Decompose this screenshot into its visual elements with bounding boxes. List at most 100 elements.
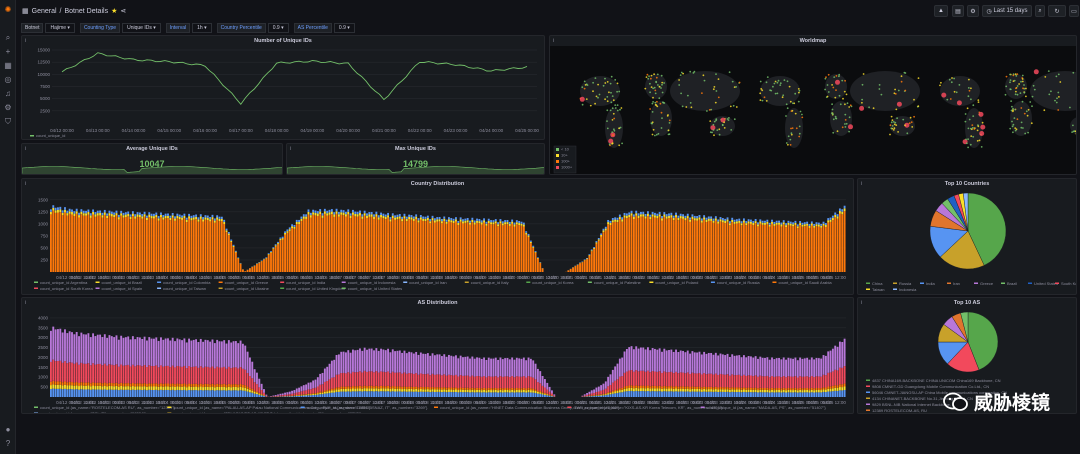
- bar: [309, 393, 312, 395]
- panel-title[interactable]: AS Distribution: [417, 300, 458, 306]
- bar: [106, 213, 109, 216]
- explore-icon[interactable]: ◎: [4, 75, 12, 84]
- bar: [164, 213, 167, 216]
- bar: [801, 392, 804, 397]
- bar: [757, 358, 759, 377]
- bar: [216, 383, 219, 387]
- bar: [307, 394, 310, 396]
- bar: [576, 264, 579, 272]
- bar: [440, 387, 443, 390]
- bar: [654, 385, 656, 389]
- panel-title[interactable]: Max Unique IDs: [395, 146, 436, 152]
- variable-select[interactable]: Hajime ▾: [45, 23, 75, 33]
- bar: [543, 387, 546, 393]
- bar: [534, 252, 537, 272]
- tv-mode-button[interactable]: ▭: [1069, 5, 1079, 17]
- variable-select[interactable]: Unique IDs ▾: [122, 23, 161, 33]
- bar: [494, 387, 497, 390]
- bar: [183, 215, 186, 219]
- variable-select[interactable]: 0.9 ▾: [333, 23, 355, 33]
- bar: [485, 388, 488, 391]
- variable-select[interactable]: 1h ▾: [192, 23, 212, 33]
- bar: [389, 221, 392, 272]
- bar: [234, 252, 237, 272]
- grafana-logo-icon[interactable]: ✺: [4, 5, 12, 14]
- bar: [824, 223, 827, 226]
- bar: [759, 375, 762, 388]
- legend-swatch: [893, 282, 897, 284]
- dashboards-icon[interactable]: ▦: [4, 61, 12, 70]
- x-tick-label: 04/16 18:00: [316, 275, 340, 280]
- help-icon[interactable]: ?: [5, 439, 11, 448]
- bar: [501, 390, 504, 393]
- time-range-picker[interactable]: ◷ Last 15 days: [982, 5, 1032, 17]
- bar: [431, 373, 434, 387]
- x-tick-label: 04/25 12:00: [822, 275, 846, 280]
- bar: [82, 215, 85, 272]
- breadcrumb-home[interactable]: General: [31, 7, 57, 15]
- panel-title[interactable]: Average Unique IDs: [126, 146, 178, 152]
- save-button[interactable]: ▤: [952, 5, 964, 17]
- map-marker: [786, 80, 789, 83]
- map-marker: [946, 98, 949, 101]
- bar: [284, 232, 286, 235]
- bar: [719, 389, 722, 392]
- settings-button[interactable]: ⚙: [967, 5, 979, 17]
- bar: [792, 390, 795, 393]
- panel-title[interactable]: Worldmap: [799, 38, 827, 44]
- bar: [251, 361, 254, 379]
- bar: [478, 221, 481, 224]
- share-icon[interactable]: ⋖: [120, 8, 127, 15]
- bar: [340, 214, 343, 272]
- add-panel-button[interactable]: ▲: [934, 5, 948, 17]
- bar: [752, 225, 755, 272]
- map-marker: [1033, 88, 1036, 91]
- bar: [778, 224, 780, 272]
- panel-title[interactable]: Country Distribution: [410, 181, 465, 187]
- zoom-out-button[interactable]: ⌕: [1035, 5, 1045, 17]
- map-marker: [889, 124, 892, 127]
- bar: [211, 386, 214, 391]
- bar: [794, 222, 797, 225]
- panel-title[interactable]: Number of Unique IDs: [254, 38, 312, 44]
- variable-select[interactable]: 0.9 ▾: [267, 23, 289, 33]
- bar: [389, 217, 392, 220]
- bar: [532, 247, 535, 272]
- bar: [227, 366, 230, 384]
- bar: [50, 209, 52, 212]
- x-tick-label: 04/17 18:00: [374, 400, 398, 405]
- x-tick-label: 04/19 18:00: [490, 400, 514, 405]
- x-tick-label: 04/16 06:00: [287, 275, 311, 280]
- plus-icon[interactable]: +: [5, 47, 11, 56]
- bar: [597, 394, 600, 396]
- bar: [504, 220, 507, 223]
- alerting-icon[interactable]: ♫: [5, 89, 11, 98]
- bar: [330, 214, 333, 272]
- shield-icon[interactable]: ⛉: [5, 117, 11, 126]
- bar: [66, 389, 69, 397]
- bar: [204, 339, 207, 367]
- star-icon[interactable]: ★: [111, 8, 118, 15]
- map-marker: [663, 102, 666, 104]
- bar: [417, 218, 420, 221]
- bar: [382, 391, 385, 397]
- bar: [452, 387, 455, 390]
- bar: [153, 386, 155, 390]
- legend-swatch: [157, 281, 162, 283]
- bar: [831, 220, 834, 272]
- gear-icon[interactable]: ⚙: [4, 103, 12, 112]
- bar: [728, 375, 731, 388]
- avatar[interactable]: ●: [5, 425, 11, 434]
- bar: [637, 388, 640, 392]
- search-icon[interactable]: ⌕: [5, 33, 11, 42]
- map-marker: [891, 125, 894, 127]
- bar: [595, 387, 598, 393]
- bar: [752, 387, 755, 390]
- bar: [312, 209, 315, 213]
- map-marker: [1016, 73, 1019, 75]
- refresh-button[interactable]: ↻: [1048, 5, 1066, 17]
- panel-title[interactable]: Top 10 AS: [953, 300, 981, 306]
- panel-title[interactable]: Top 10 Countries: [944, 181, 990, 187]
- bar: [831, 385, 834, 389]
